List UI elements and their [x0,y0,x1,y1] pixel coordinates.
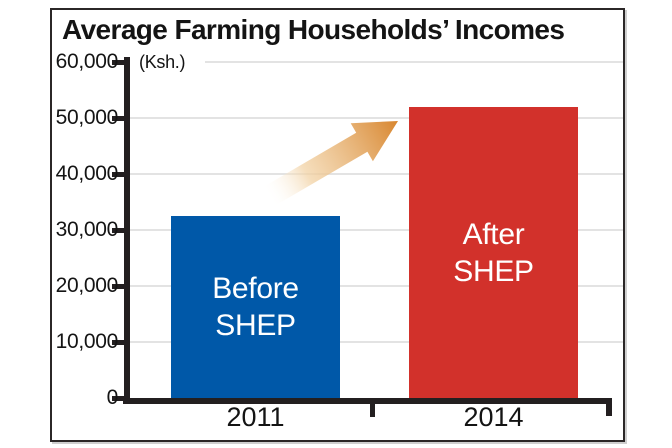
bar-label-before-shep: Before SHEP [212,272,299,342]
x-axis-category-tick [370,398,375,417]
y-tick-label-0: 0 [106,386,119,409]
x-axis-end-tick [606,398,612,416]
gridline-60000 [205,61,623,63]
y-tick-label-10000: 10,000 [55,330,119,353]
x-label-2014: 2014 [463,402,524,432]
y-tick-mark-50000 [112,116,124,121]
gridline-50000 [130,117,623,119]
y-tick-label-30000: 30,000 [55,218,119,241]
bar-before-shep: Before SHEP [171,216,340,398]
bar-after-shep: After SHEP [409,107,578,398]
x-label-2011: 2011 [226,402,285,432]
y-tick-mark-20000 [112,284,124,289]
y-tick-mark-0 [112,396,124,401]
gridline-10000 [130,341,623,343]
y-tick-mark-30000 [112,228,124,233]
gridline-20000 [130,285,623,287]
y-tick-label-20000: 20,000 [55,274,119,297]
bar-label-after-shep: After SHEP [453,217,534,288]
chart-title: Average Farming Households’ Incomes [62,14,565,45]
y-tick-label-40000: 40,000 [55,162,119,185]
growth-arrow-icon [245,98,410,218]
x-axis-line [123,398,612,404]
y-tick-mark-60000 [112,60,124,65]
y-axis-line [124,57,130,403]
y-tick-mark-10000 [112,340,124,345]
y-tick-label-60000: 60,000 [55,50,119,73]
gridline-30000 [130,229,623,231]
y-tick-label-50000: 50,000 [55,106,119,129]
y-tick-mark-40000 [112,172,124,177]
gridline-40000 [130,173,623,175]
y-axis-unit-label: (Ksh.) [139,52,186,72]
